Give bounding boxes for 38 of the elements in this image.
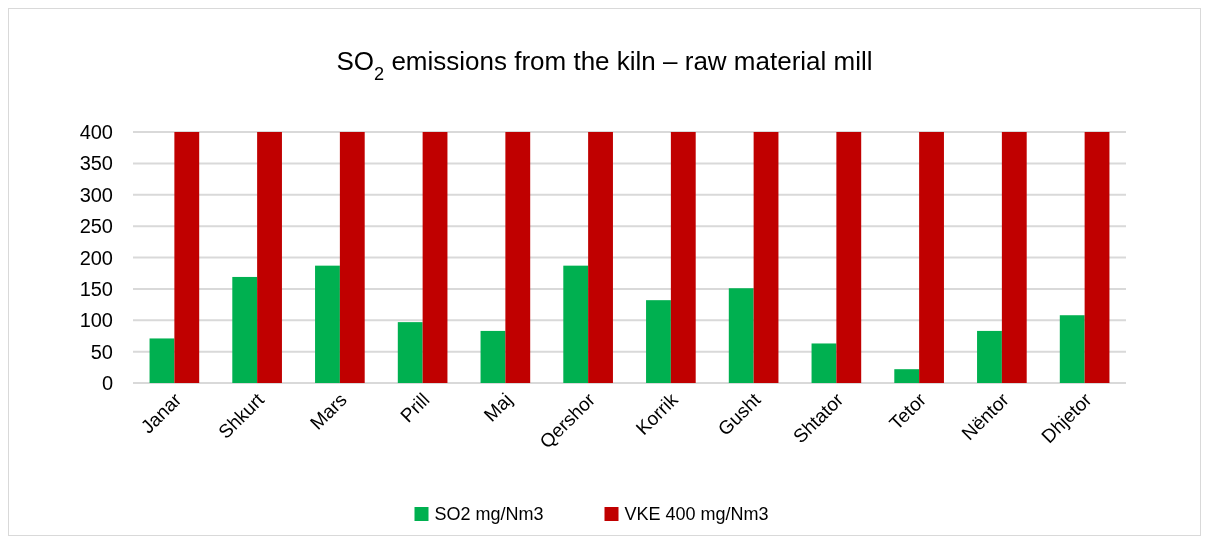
- x-tick-label: Prill: [396, 388, 434, 427]
- bar: [505, 132, 531, 383]
- y-tick-label: 50: [90, 340, 113, 363]
- bar: [894, 369, 920, 383]
- y-tick-label: 400: [79, 121, 113, 143]
- bar: [480, 330, 506, 383]
- bar: [422, 132, 448, 383]
- bar: [232, 276, 258, 383]
- bar: [563, 265, 589, 383]
- bar: [1084, 132, 1110, 383]
- x-tick-label: Maj: [479, 388, 517, 426]
- bar: [257, 132, 282, 383]
- bar: [670, 132, 696, 383]
- bar: [149, 338, 175, 383]
- bar: [1001, 132, 1027, 383]
- legend-label: VKE 400 mg/Nm3: [624, 504, 769, 525]
- y-tick-label: 200: [79, 246, 113, 269]
- chart-title: SO$_{2}$ emissions from the kiln – raw material mill: [336, 46, 873, 84]
- bar: [1059, 315, 1085, 383]
- bar: [315, 265, 340, 383]
- bar: [977, 330, 1002, 383]
- bar: [174, 132, 200, 383]
- legend-label: SO2 mg/Nm3: [434, 504, 544, 525]
- y-tick-label: 150: [79, 277, 113, 300]
- bar: [588, 132, 613, 383]
- bar: [836, 132, 862, 383]
- y-tick-label: 100: [79, 309, 113, 332]
- bar: [728, 288, 754, 383]
- bar: [646, 300, 671, 383]
- bar: [753, 132, 779, 383]
- y-tick-label: 350: [79, 152, 113, 175]
- bar: [919, 132, 944, 383]
- bar: [811, 343, 837, 383]
- bar: [397, 322, 423, 383]
- bar: [339, 132, 365, 383]
- y-tick-label: 300: [79, 183, 113, 206]
- y-tick-label: 0: [101, 372, 113, 394]
- y-tick-label: 250: [79, 215, 113, 238]
